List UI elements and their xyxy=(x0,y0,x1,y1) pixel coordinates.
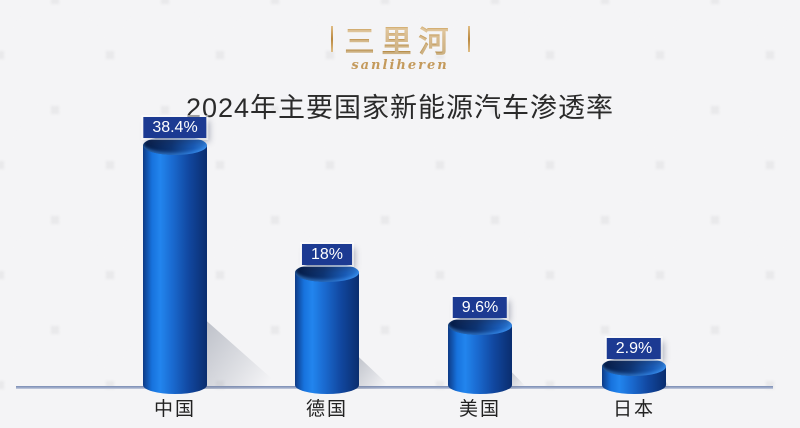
logo-latin-text: sanliheren xyxy=(351,58,449,73)
bar-bottom-cap xyxy=(602,376,666,394)
bar-cylinder-body xyxy=(448,325,512,385)
bar-top-cap xyxy=(602,357,666,377)
bar-bottom-cap xyxy=(448,376,512,394)
logo: 三里河 sanliheren xyxy=(0,17,800,73)
bar-cylinder-body xyxy=(143,145,207,385)
value-badge: 9.6% xyxy=(452,296,508,318)
bar-cylinder-body xyxy=(295,272,359,385)
chart-title: 2024年主要国家新能源汽车渗透率 xyxy=(185,93,615,123)
category-label: 中国 xyxy=(153,399,197,420)
logo-divider-left-icon xyxy=(330,26,333,52)
bar-bottom-cap xyxy=(295,376,359,394)
bar-shadow xyxy=(203,317,284,389)
bar-shadow xyxy=(355,353,393,389)
value-badge: 2.9% xyxy=(606,338,662,360)
bar-top-cap xyxy=(143,135,207,155)
x-axis-baseline xyxy=(16,386,773,389)
value-badge: 18% xyxy=(301,244,353,265)
bar-shadow xyxy=(662,377,672,389)
bar-bottom-cap xyxy=(143,376,207,394)
bar-top-cap xyxy=(295,263,359,282)
bar-top-cap xyxy=(448,315,512,335)
category-label: 德国 xyxy=(305,399,349,420)
logo-divider-right-icon xyxy=(467,26,470,52)
category-label: 美国 xyxy=(458,399,502,420)
value-badge: 38.4% xyxy=(143,116,207,138)
category-label: 日本 xyxy=(612,399,656,420)
logo-chinese-text: 三里河 xyxy=(345,17,456,61)
